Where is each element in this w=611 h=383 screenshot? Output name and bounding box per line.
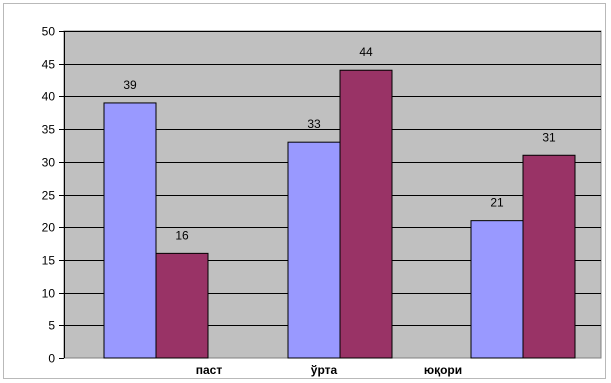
category-label: паст xyxy=(196,363,223,377)
bar-паст-series-1 xyxy=(103,102,157,359)
data-label: 16 xyxy=(175,228,189,242)
data-label: 44 xyxy=(359,45,373,59)
category-labels: паст ўрта юқори xyxy=(196,363,462,377)
data-label: 39 xyxy=(123,78,137,92)
y-tick-label: 10 xyxy=(42,287,56,301)
bar-юқори-series-2 xyxy=(522,154,576,359)
data-label: 33 xyxy=(307,117,321,131)
data-label: 31 xyxy=(542,130,556,144)
y-tick-label: 40 xyxy=(42,90,56,104)
category-label: ўрта xyxy=(311,363,338,377)
y-tick-labels: 0 5 10 15 20 25 30 35 40 45 50 xyxy=(42,25,56,366)
y-tick-label: 5 xyxy=(48,319,55,333)
y-tick-label: 50 xyxy=(42,25,56,39)
data-label: 21 xyxy=(490,196,504,210)
category-label: юқори xyxy=(424,363,462,377)
bar-ўрта-series-1 xyxy=(287,141,341,359)
bar-юқори-series-1 xyxy=(470,220,524,359)
y-tick-label: 35 xyxy=(42,123,56,137)
bar-паст-series-2 xyxy=(155,252,209,359)
bar-ўрта-series-2 xyxy=(339,69,393,359)
data-labels: 39 16 33 44 21 31 xyxy=(123,45,556,242)
bars xyxy=(103,69,576,359)
y-tick-label: 0 xyxy=(48,352,55,366)
y-tick-label: 30 xyxy=(42,156,56,170)
y-tick-label: 25 xyxy=(42,189,56,203)
y-tick-label: 45 xyxy=(42,58,56,72)
y-tick-label: 20 xyxy=(42,221,56,235)
y-tick-label: 15 xyxy=(42,254,56,268)
